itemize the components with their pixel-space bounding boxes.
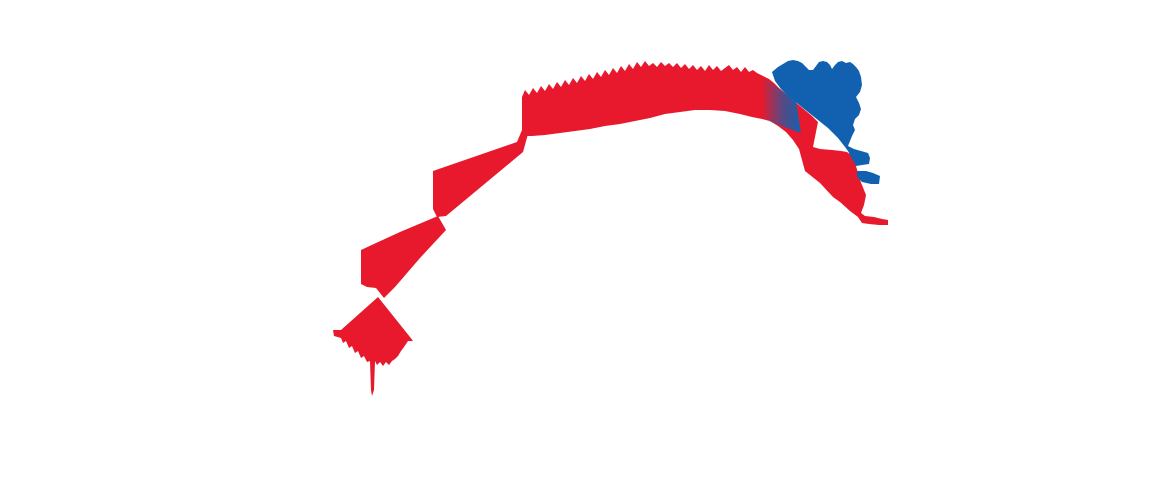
red-island-diamond-west — [333, 297, 413, 396]
red-main-arc-band-and-tail — [522, 61, 888, 225]
blue-coast-fragment — [857, 171, 880, 184]
red-island-segment-mid — [361, 216, 446, 298]
shape-layer — [333, 60, 888, 396]
red-island-segment-east — [433, 130, 528, 217]
blue-mainland-blob — [772, 60, 870, 166]
red-blue-blend-zone — [761, 76, 801, 133]
